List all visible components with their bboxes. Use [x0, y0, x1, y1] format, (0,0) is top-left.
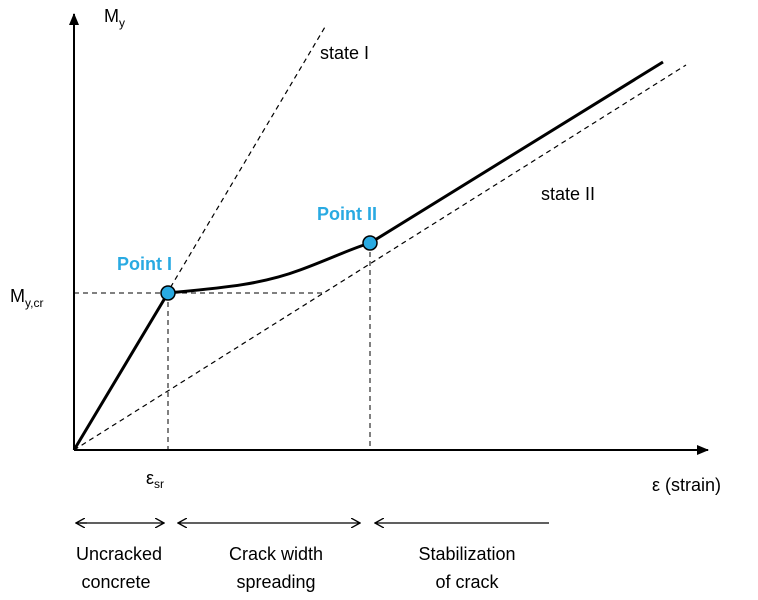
point-II-marker — [362, 235, 378, 251]
x-axis-label: ε (strain) — [652, 475, 721, 495]
phase-3-line2: of crack — [435, 572, 499, 592]
state-I-label: state I — [320, 43, 369, 63]
point-II-label: Point II — [317, 204, 377, 224]
point-I-label: Point I — [117, 254, 172, 274]
point-I-marker — [160, 285, 176, 301]
phase-1-line1: Uncracked — [76, 544, 162, 564]
phase-3-line1: Stabilization — [418, 544, 515, 564]
m-cr-label: My,cr — [10, 286, 43, 310]
phase-2-line1: Crack width — [229, 544, 323, 564]
state-II-label: state II — [541, 184, 595, 204]
phase-2-line2: spreading — [236, 572, 315, 592]
y-axis-label: My — [104, 6, 125, 30]
eps-sr-label: εsr — [146, 468, 164, 491]
state-II-line — [73, 64, 687, 451]
moment-strain-curve — [72, 60, 664, 451]
phase-1-line2: concrete — [81, 572, 150, 592]
